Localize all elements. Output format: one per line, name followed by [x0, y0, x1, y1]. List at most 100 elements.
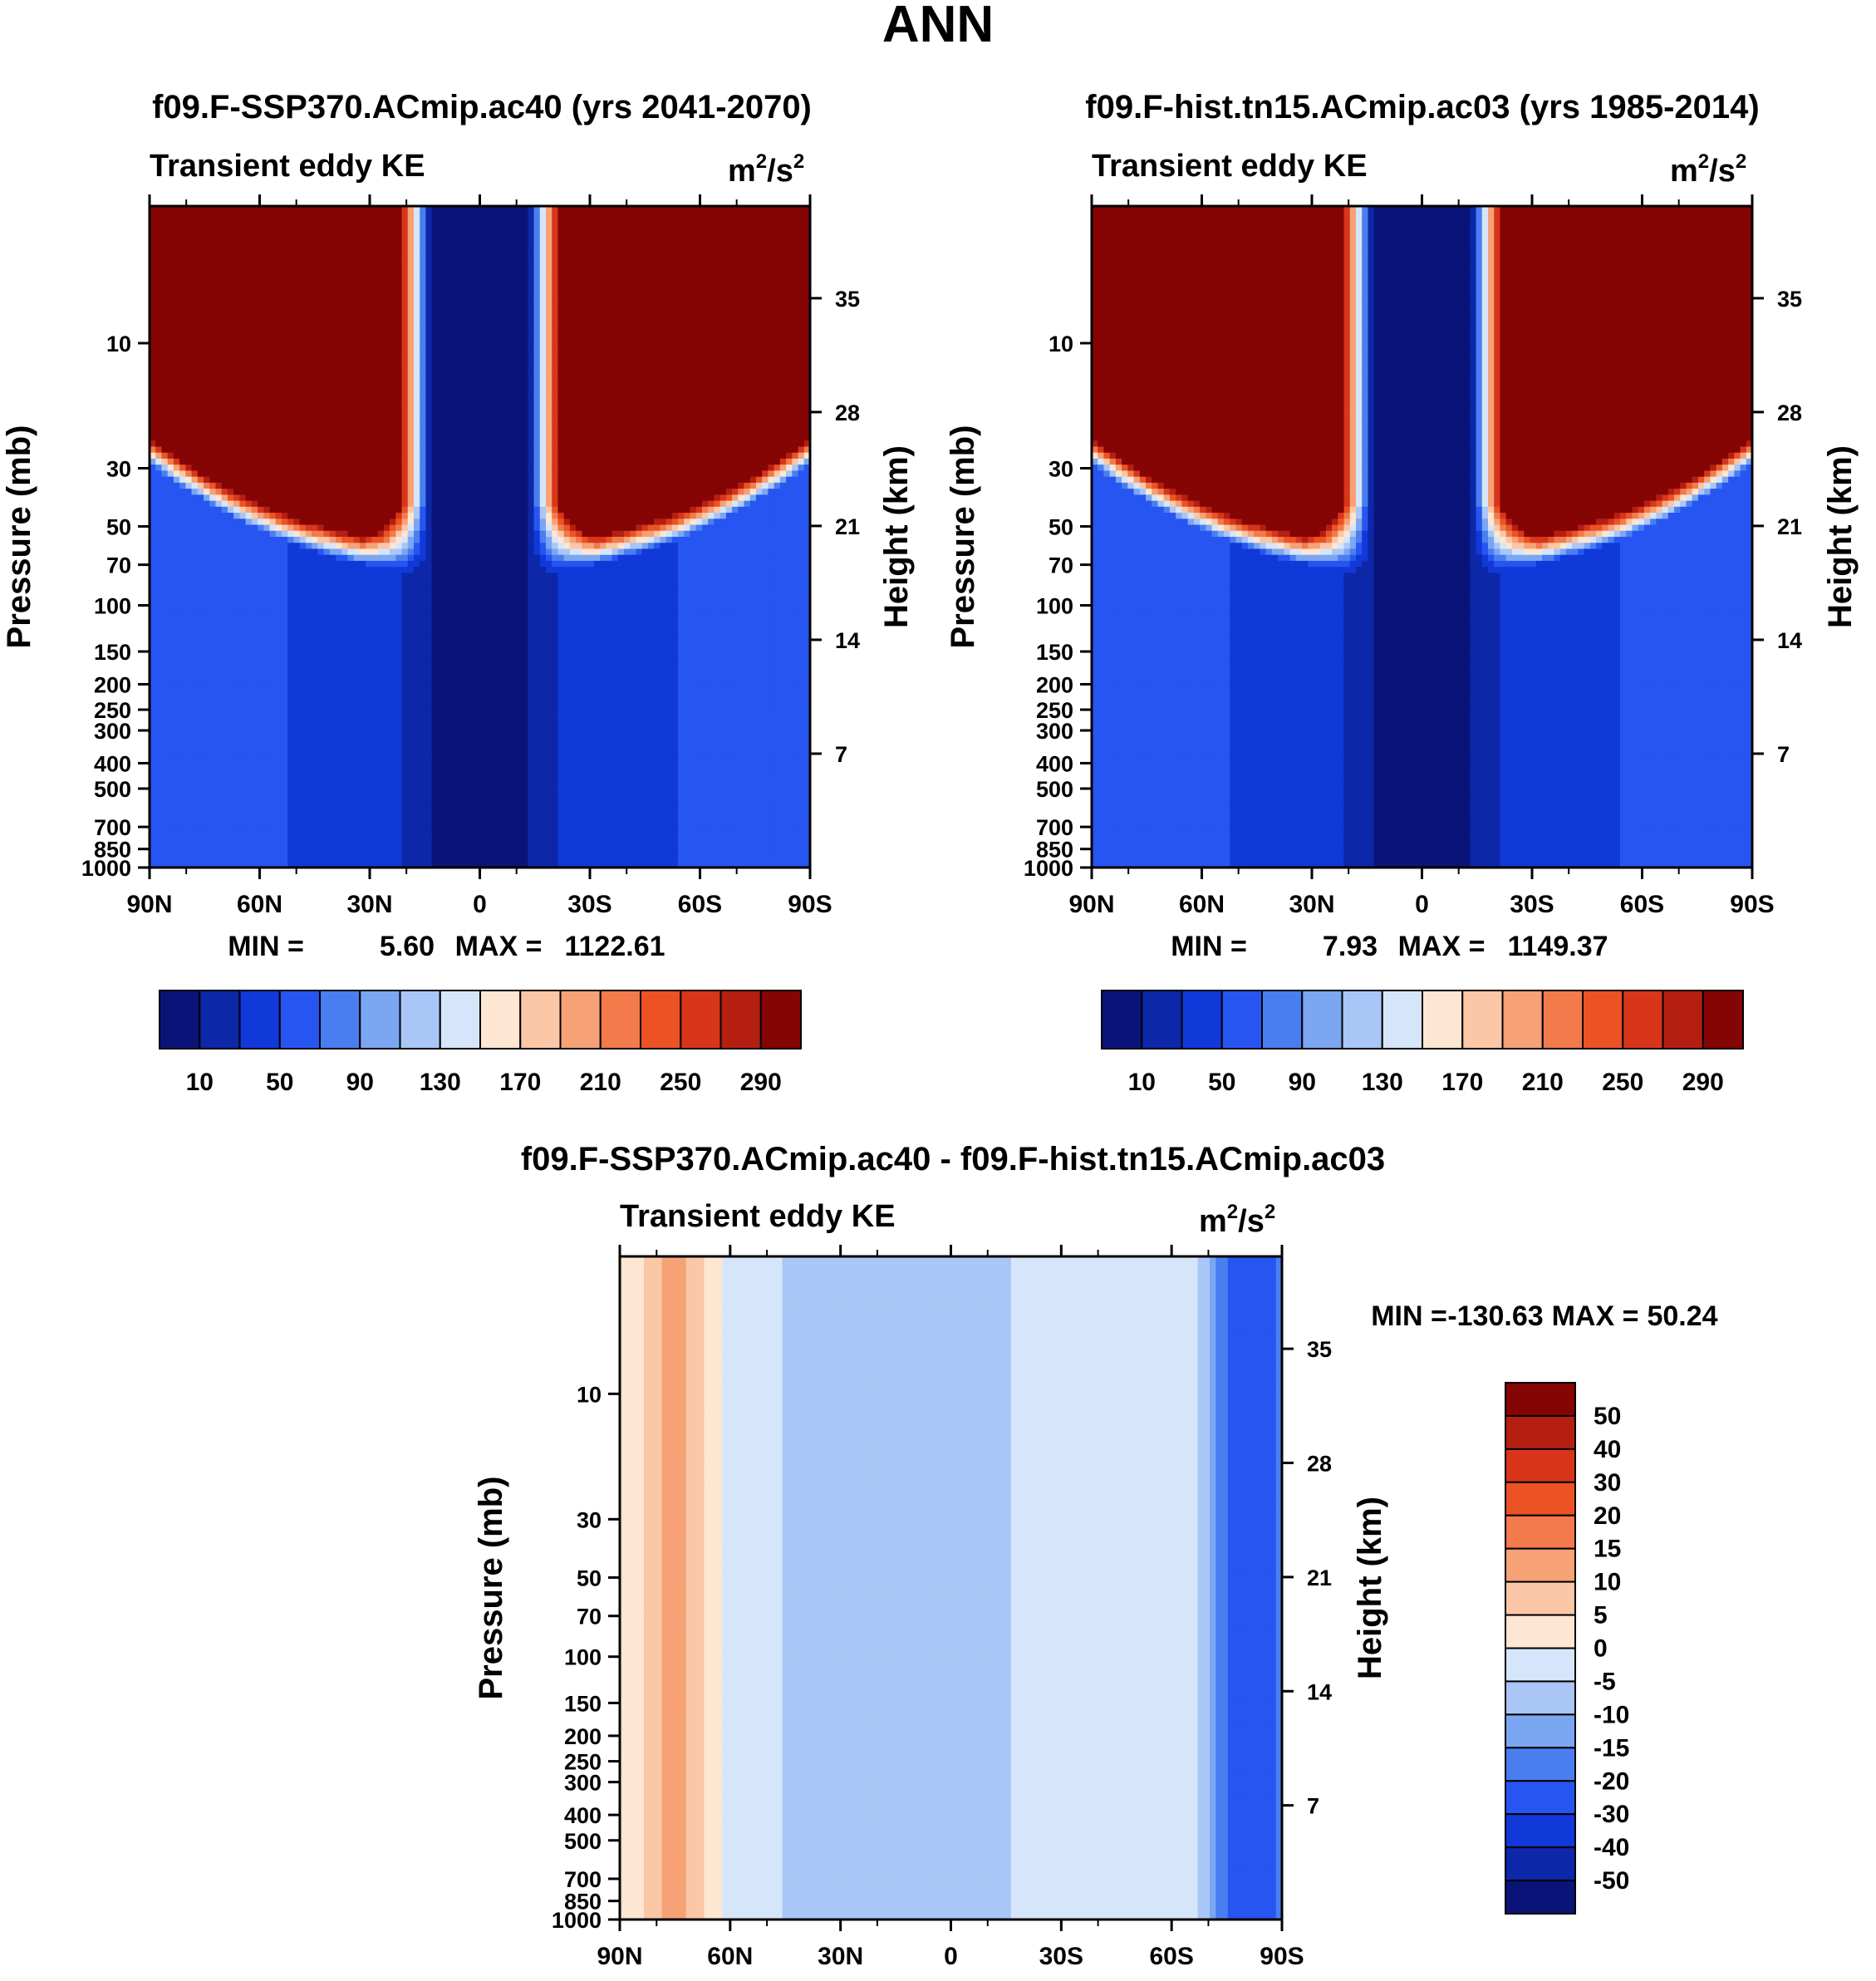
- contour-cell: [227, 260, 234, 268]
- contour-cell: [347, 735, 355, 742]
- contour-cell: [185, 771, 193, 779]
- contour-cell: [185, 350, 193, 357]
- contour-cell: [312, 248, 319, 255]
- contour-cell: [329, 686, 336, 694]
- contour-cell: [197, 440, 204, 448]
- contour-cell: [305, 524, 312, 532]
- contour-cell: [287, 362, 295, 370]
- contour-cell: [269, 723, 277, 730]
- contour-cell: [179, 548, 187, 556]
- contour-cell: [336, 386, 342, 394]
- contour-cell: [390, 278, 397, 285]
- contour-cell: [287, 681, 295, 688]
- contour-cell: [167, 777, 174, 784]
- contour-cell: [329, 224, 336, 231]
- contour-cell: [275, 717, 282, 725]
- contour-cell: [390, 753, 397, 760]
- contour-cell: [371, 662, 379, 670]
- contour-cell: [173, 224, 180, 231]
- contour-cell: [420, 404, 427, 411]
- contour-cell: [293, 681, 301, 688]
- contour-cell: [282, 764, 288, 772]
- contour-cell: [414, 789, 420, 796]
- contour-cell: [282, 554, 288, 562]
- contour-cell: [329, 608, 336, 616]
- contour-cell: [312, 519, 319, 526]
- contour-cell: [221, 710, 228, 718]
- contour-cell: [239, 314, 247, 322]
- contour-cell: [258, 320, 265, 327]
- contour-cell: [191, 440, 199, 448]
- contour-cell: [275, 729, 282, 736]
- contour-cell: [221, 308, 228, 315]
- contour-cell: [155, 404, 163, 411]
- contour-cell: [204, 224, 210, 231]
- contour-cell: [275, 747, 282, 755]
- contour-cell: [221, 500, 228, 508]
- contour-cell: [366, 458, 373, 465]
- contour-cell: [204, 476, 210, 484]
- contour-cell: [407, 356, 415, 363]
- contour-cell: [233, 296, 241, 303]
- contour-cell: [197, 777, 204, 784]
- contour-cell: [341, 759, 349, 766]
- contour-cell: [282, 404, 288, 411]
- contour-cell: [299, 632, 307, 640]
- contour-cell: [282, 723, 288, 730]
- contour-cell: [390, 229, 397, 237]
- contour-cell: [359, 578, 366, 586]
- contour-cell: [312, 675, 319, 682]
- contour-cell: [336, 326, 342, 333]
- contour-cell: [227, 513, 234, 519]
- contour-cell: [317, 386, 325, 394]
- contour-cell: [191, 584, 199, 592]
- contour-cell: [150, 506, 156, 514]
- contour-cell: [251, 597, 258, 604]
- contour-cell: [282, 783, 288, 790]
- contour-cell: [215, 236, 223, 243]
- contour-cell: [233, 284, 241, 292]
- contour-cell: [401, 819, 409, 827]
- contour-cell: [263, 296, 271, 303]
- contour-cell: [179, 476, 187, 484]
- contour-cell: [204, 392, 210, 400]
- contour-cell: [258, 253, 265, 261]
- contour-cell: [155, 260, 163, 268]
- contour-cell: [401, 266, 409, 273]
- contour-cell: [317, 771, 325, 779]
- contour-cell: [312, 837, 319, 844]
- contour-cell: [191, 398, 199, 406]
- contour-cell: [371, 284, 379, 292]
- contour-cell: [282, 656, 288, 664]
- contour-cell: [312, 669, 319, 676]
- contour-cell: [317, 398, 325, 406]
- contour-cell: [258, 260, 265, 268]
- contour-cell: [299, 543, 307, 550]
- contour-cell: [371, 253, 379, 261]
- contour-cell: [287, 500, 295, 508]
- contour-cell: [293, 326, 301, 333]
- contour-cell: [185, 567, 193, 574]
- contour-cell: [371, 831, 379, 838]
- contour-cell: [197, 272, 204, 279]
- contour-cell: [233, 608, 241, 616]
- contour-cell: [179, 212, 187, 219]
- contour-cell: [329, 374, 336, 381]
- contour-cell: [336, 489, 342, 496]
- contour-cell: [414, 302, 420, 309]
- contour-cell: [275, 476, 282, 484]
- contour-cell: [150, 632, 156, 640]
- contour-cell: [305, 206, 312, 213]
- contour-cell: [287, 831, 295, 838]
- contour-cell: [209, 735, 217, 742]
- contour-cell: [251, 224, 258, 231]
- contour-cell: [173, 302, 180, 309]
- contour-cell: [221, 519, 228, 526]
- contour-cell: [191, 428, 199, 435]
- contour-cell: [305, 764, 312, 772]
- contour-cell: [191, 710, 199, 718]
- contour-cell: [275, 524, 282, 532]
- contour-cell: [353, 591, 361, 598]
- contour-cell: [383, 567, 390, 574]
- contour-cell: [329, 627, 336, 634]
